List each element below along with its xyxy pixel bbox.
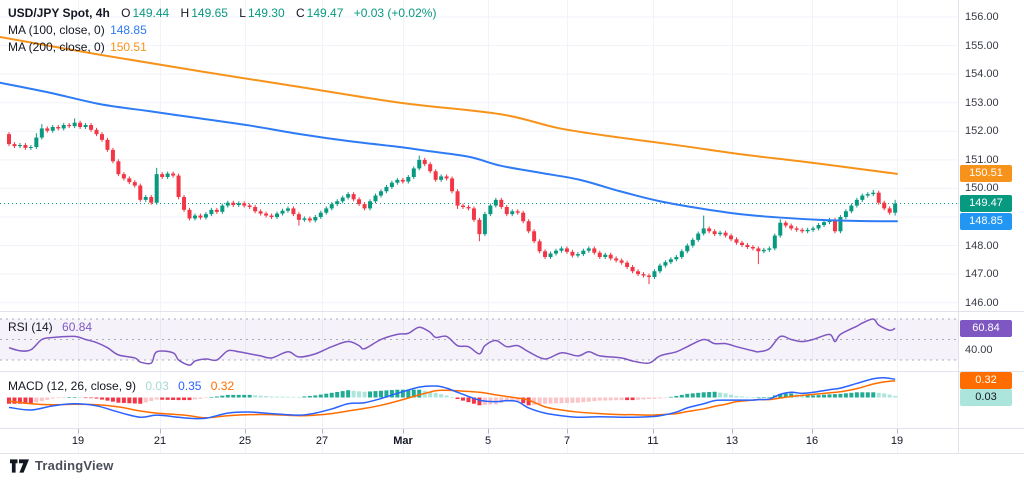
tradingview-logo-icon (10, 458, 29, 473)
tradingview-attribution[interactable]: TradingView (10, 458, 114, 473)
ma100-value: 148.85 (110, 23, 147, 37)
macd-hist-value: 0.03 (145, 379, 169, 393)
macd-signal-value: 0.32 (210, 379, 235, 393)
ohlc-high-label: H (180, 6, 190, 20)
ma200-legend-row[interactable]: MA (200, close, 0) 150.51 (8, 39, 436, 56)
price-tick-label: 146.00 (965, 296, 999, 309)
price-tick-label: 148.00 (965, 239, 999, 252)
price-tick-label: 153.00 (965, 96, 999, 109)
time-tick-label: 19 (890, 435, 904, 447)
macd-label: MACD (12, 26, close, 9) (8, 379, 137, 393)
time-tick-label: 7 (563, 435, 571, 447)
time-tick-label: 13 (725, 435, 739, 447)
rsi-label: RSI (14) (8, 320, 53, 334)
ohlc-low-label: L (239, 6, 246, 20)
ma200-price-badge: 150.51 (960, 165, 1012, 183)
symbol-legend-row[interactable]: USD/JPY Spot, 4h O 149.44 H 149.65 L 149.30… (8, 5, 436, 22)
ohlc-close-value: 149.47 (306, 6, 344, 20)
price-tick-label: 151.00 (965, 153, 999, 166)
time-tick-label: 27 (315, 435, 329, 447)
price-tick-label: 147.00 (965, 268, 999, 281)
price-tick-label: 152.00 (965, 125, 999, 138)
time-tick-label: 5 (484, 435, 492, 447)
rsi-value-badge: 60.84 (960, 319, 1012, 337)
price-tick-label: 156.00 (965, 11, 999, 23)
ma100-label: MA (100, close, 0) (8, 23, 105, 37)
price-tick-label: 154.00 (965, 68, 999, 81)
ma100-legend-row[interactable]: MA (100, close, 0) 148.85 (8, 22, 436, 39)
time-tick-label: 16 (805, 435, 819, 447)
price-tick-label: 155.00 (965, 39, 999, 52)
ohlc-close-label: C (296, 6, 305, 20)
ohlc-low-value: 149.30 (247, 6, 285, 20)
macd-line-value: 0.35 (178, 379, 202, 393)
ohlc-open-label: O (121, 6, 131, 20)
time-tick-label: Mar (393, 435, 413, 447)
chart-legend: USD/JPY Spot, 4h O 149.44 H 149.65 L 149.30… (8, 5, 436, 56)
ma200-value: 150.51 (110, 40, 147, 54)
time-tick-label: 25 (238, 435, 252, 447)
last-price-badge: 149.47 (960, 195, 1012, 213)
ohlc-open-value: 149.44 (132, 6, 170, 20)
rsi-value: 60.84 (62, 320, 93, 334)
macd-signal-badge: 0.32 (960, 372, 1012, 390)
time-tick-label: 11 (647, 435, 659, 447)
rsi-tick-label: 40.00 (965, 343, 993, 356)
macd-legend-row[interactable]: MACD (12, 26, close, 9) 0.03 0.35 0.32 (8, 379, 234, 394)
time-tick-label: 19 (71, 435, 85, 447)
macd-hist-badge: 0.03 (960, 389, 1012, 407)
price-tick-label: 150.00 (965, 182, 999, 195)
brand-name: TradingView (35, 458, 114, 473)
rsi-legend-row[interactable]: RSI (14) 60.84 (8, 320, 92, 335)
price-change-value: +0.03 (+0.02%) (353, 6, 437, 20)
time-tick-label: 21 (153, 435, 167, 447)
ma200-label: MA (200, close, 0) (8, 40, 105, 54)
ma100-price-badge: 148.85 (960, 212, 1012, 230)
ohlc-high-value: 149.65 (191, 6, 228, 20)
symbol-title: USD/JPY Spot, 4h (8, 6, 110, 20)
